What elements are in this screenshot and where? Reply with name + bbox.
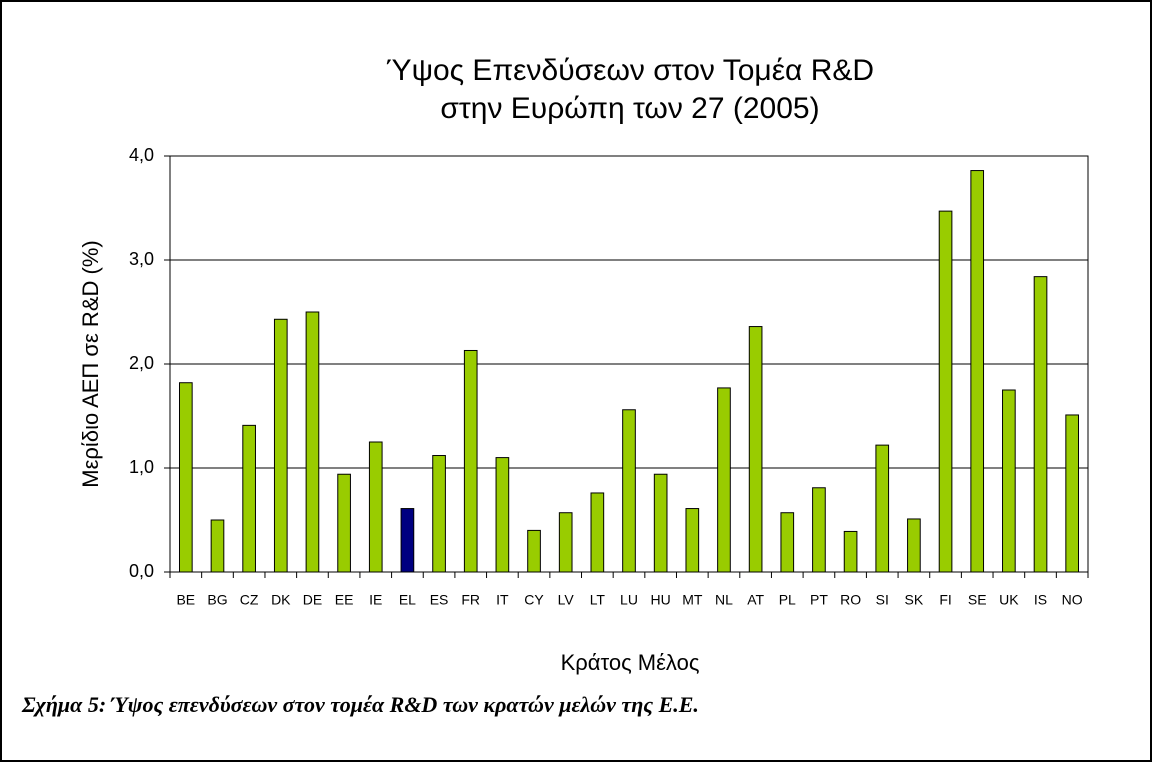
x-tick-label: NO	[1062, 592, 1083, 608]
x-tick-label: NL	[715, 592, 733, 608]
bar	[305, 311, 320, 573]
x-tick-label: BE	[176, 592, 195, 608]
x-tick-label: EL	[399, 592, 416, 608]
bar	[495, 457, 510, 573]
chart-title: στην Ευρώπη των 27 (2005)	[440, 92, 819, 125]
x-tick-label: SI	[876, 592, 889, 608]
x-tick-label: LV	[558, 592, 575, 608]
x-tick-label: DK	[271, 592, 291, 608]
bar	[907, 518, 921, 573]
bar	[717, 387, 731, 573]
bar	[970, 170, 985, 573]
bar	[463, 349, 478, 573]
x-tick-label: ES	[430, 592, 449, 608]
x-tick-label: CZ	[240, 592, 259, 608]
bar	[527, 529, 541, 573]
x-tick-label: FR	[461, 592, 480, 608]
x-tick-label: UK	[999, 592, 1019, 608]
bar	[432, 455, 446, 573]
x-tick-label: IS	[1034, 592, 1047, 608]
bar	[337, 473, 351, 573]
bar	[242, 424, 256, 573]
x-tick-label: IT	[496, 592, 509, 608]
x-tick-label: HU	[651, 592, 671, 608]
x-tick-label: RO	[840, 592, 861, 608]
y-tick-label: 3,0	[129, 249, 154, 269]
y-tick-label: 1,0	[129, 457, 154, 477]
y-tick-label: 4,0	[129, 145, 154, 165]
x-tick-label: LT	[590, 592, 606, 608]
bar	[273, 318, 288, 573]
bar	[875, 444, 890, 573]
bar	[685, 508, 700, 573]
bar	[590, 492, 605, 573]
bar	[622, 409, 636, 573]
x-tick-label: MT	[682, 592, 703, 608]
bar	[748, 326, 763, 573]
bar	[400, 508, 415, 573]
x-tick-label: PL	[779, 592, 796, 608]
y-axis-label: Μερίδιο ΑΕΠ σε R&D (%)	[78, 240, 103, 487]
bar	[558, 512, 573, 573]
x-tick-label: AT	[747, 592, 764, 608]
bar	[812, 487, 826, 573]
x-tick-label: SK	[905, 592, 924, 608]
bar	[843, 530, 858, 573]
bar	[1065, 414, 1080, 573]
bar	[368, 441, 383, 573]
x-tick-label: EE	[335, 592, 354, 608]
bar	[1033, 276, 1048, 573]
bar	[178, 382, 193, 573]
x-tick-label: LU	[620, 592, 638, 608]
bar	[780, 512, 795, 573]
x-tick-label: IE	[369, 592, 382, 608]
bar	[1002, 389, 1016, 573]
bar	[653, 473, 668, 573]
y-tick-label: 2,0	[129, 353, 154, 373]
y-tick-label: 0,0	[129, 561, 154, 581]
x-tick-label: SE	[968, 592, 987, 608]
x-axis-label: Κράτος Μέλος	[561, 650, 700, 675]
chart-title: Ύψος Επενδύσεων στον Τομέα R&D	[386, 54, 874, 87]
bar	[938, 210, 953, 573]
x-tick-label: CY	[524, 592, 544, 608]
caption: Σχήμα 5: Ύψος επενδύσεων στον τομέα R&D …	[21, 692, 699, 717]
x-tick-label: DE	[303, 592, 322, 608]
x-tick-label: FI	[939, 592, 951, 608]
bar	[210, 519, 225, 573]
x-tick-label: BG	[207, 592, 227, 608]
x-tick-label: PT	[810, 592, 828, 608]
